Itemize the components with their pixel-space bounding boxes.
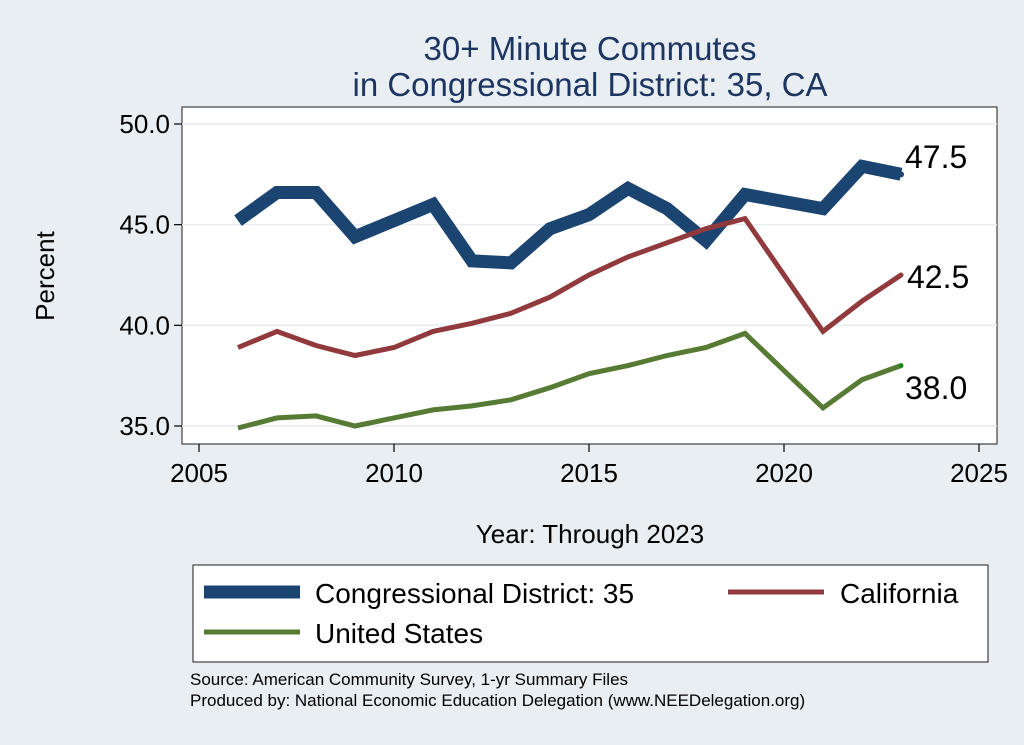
end-label-california: 42.5 (907, 259, 969, 295)
grid-lines (182, 123, 997, 427)
x-tick-label: 2005 (170, 458, 228, 488)
axes: 35.0 40.0 45.0 50.0 2005 2010 2015 2020 2025 (119, 109, 1008, 488)
legend-label: United States (315, 618, 483, 649)
legend-entry-california: California (728, 578, 959, 609)
legend-label: California (840, 578, 959, 609)
end-marker (898, 363, 904, 369)
y-axis-title: Percent (30, 230, 60, 320)
end-marker (898, 171, 904, 178)
legend-entry-us: United States (204, 618, 483, 649)
chart-title: 30+ Minute Commutes (424, 30, 757, 67)
end-label-district: 47.5 (905, 139, 967, 175)
legend-entries: Congressional District: 35 California Unit… (204, 578, 959, 649)
x-tick-label: 2025 (950, 458, 1008, 488)
y-tick-label: 40.0 (119, 310, 170, 340)
end-labels: 47.5 42.5 38.0 (905, 139, 969, 406)
x-axis-title: Year: Through 2023 (476, 519, 704, 549)
y-tick-label: 35.0 (119, 411, 170, 441)
x-tick-label: 2020 (755, 458, 813, 488)
legend-label: Congressional District: 35 (315, 578, 634, 609)
chart-subtitle: in Congressional District: 35, CA (352, 66, 827, 103)
data-series (234, 159, 904, 431)
series-line-us (237, 330, 902, 431)
y-tick-label: 50.0 (119, 109, 170, 139)
producer-line: Produced by: National Economic Education… (190, 691, 805, 710)
end-marker (898, 272, 904, 278)
y-tick-label: 45.0 (119, 210, 170, 240)
legend (192, 564, 989, 663)
source-line: Source: American Community Survey, 1-yr … (190, 670, 628, 689)
end-label-us: 38.0 (905, 370, 967, 406)
series-line-district (234, 159, 903, 270)
legend-entry-district: Congressional District: 35 (204, 578, 634, 609)
x-tick-label: 2015 (560, 458, 618, 488)
series-line-california (237, 215, 903, 359)
x-tick-label: 2010 (365, 458, 423, 488)
